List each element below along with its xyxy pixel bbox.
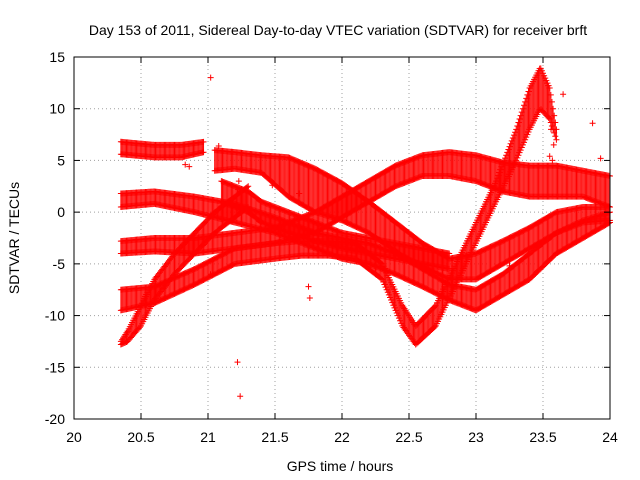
data-point — [200, 149, 207, 156]
data-points — [117, 65, 613, 400]
data-point — [200, 138, 207, 145]
